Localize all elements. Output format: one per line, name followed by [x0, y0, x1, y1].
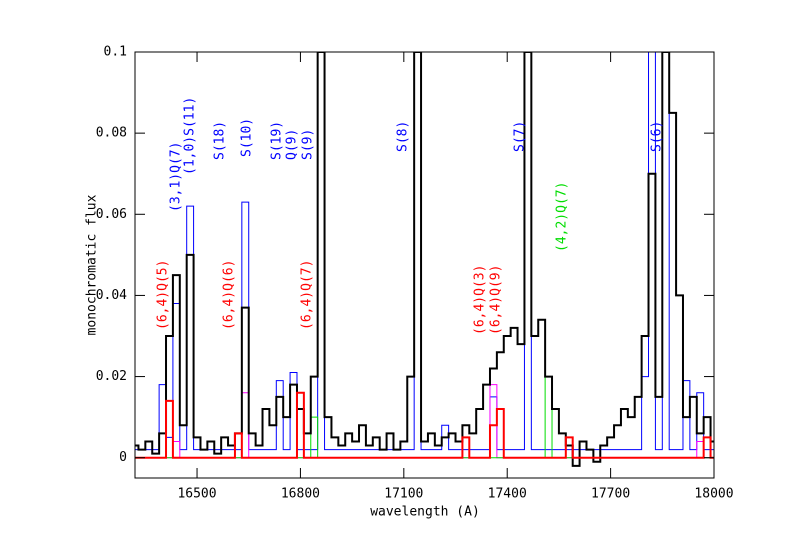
- line-annotation: (6,4)Q(5): [156, 260, 171, 330]
- line-annotation: S(18): [213, 121, 228, 160]
- x-tick-label: 18000: [694, 487, 733, 502]
- line-annotation: (6,4)Q(6): [222, 260, 237, 330]
- x-tick-label: 17700: [591, 487, 630, 502]
- line-annotation: Q(9): [285, 129, 300, 160]
- line-annotation: S(10): [240, 118, 255, 157]
- line-annotation: S(6): [650, 121, 665, 152]
- line-annotation: (6,4)Q(7): [300, 260, 315, 330]
- line-annotation: S(8): [396, 121, 411, 152]
- spectrum-line: [135, 52, 714, 467]
- x-tick-label: 16800: [281, 487, 320, 502]
- y-tick-label: 0.06: [96, 207, 127, 222]
- spectrum-line: [135, 52, 714, 451]
- line-annotation: S(19): [270, 121, 285, 160]
- spectrum-line: [135, 384, 714, 459]
- line-annotation: (6,4)Q(3): [473, 265, 488, 335]
- frame: [134, 51, 715, 479]
- line-annotation: (3,1)Q(7): [169, 142, 184, 212]
- line-annotation: S(9): [301, 129, 316, 160]
- line-annotation: (4,2)Q(7): [555, 182, 570, 252]
- y-tick-label: 0.08: [96, 126, 127, 141]
- line-annotation: (1,0)S(11): [183, 97, 198, 175]
- y-tick-label: 0.02: [96, 369, 127, 384]
- line-annotation: S(7): [513, 121, 528, 152]
- line-annotation: (6,4)Q(9): [489, 265, 504, 335]
- plot-area: [135, 52, 714, 467]
- x-axis-label: wavelength (A): [370, 505, 480, 520]
- y-axis-label: monochromatic flux: [85, 194, 100, 335]
- y-tick-label: 0: [119, 450, 127, 465]
- x-tick-label: 17100: [384, 487, 423, 502]
- y-tick-label: 0.1: [104, 45, 127, 60]
- y-tick-label: 0.04: [96, 288, 127, 303]
- spectrum-line: [135, 391, 714, 459]
- x-tick-label: 16500: [177, 487, 216, 502]
- x-tick-label: 17400: [488, 487, 527, 502]
